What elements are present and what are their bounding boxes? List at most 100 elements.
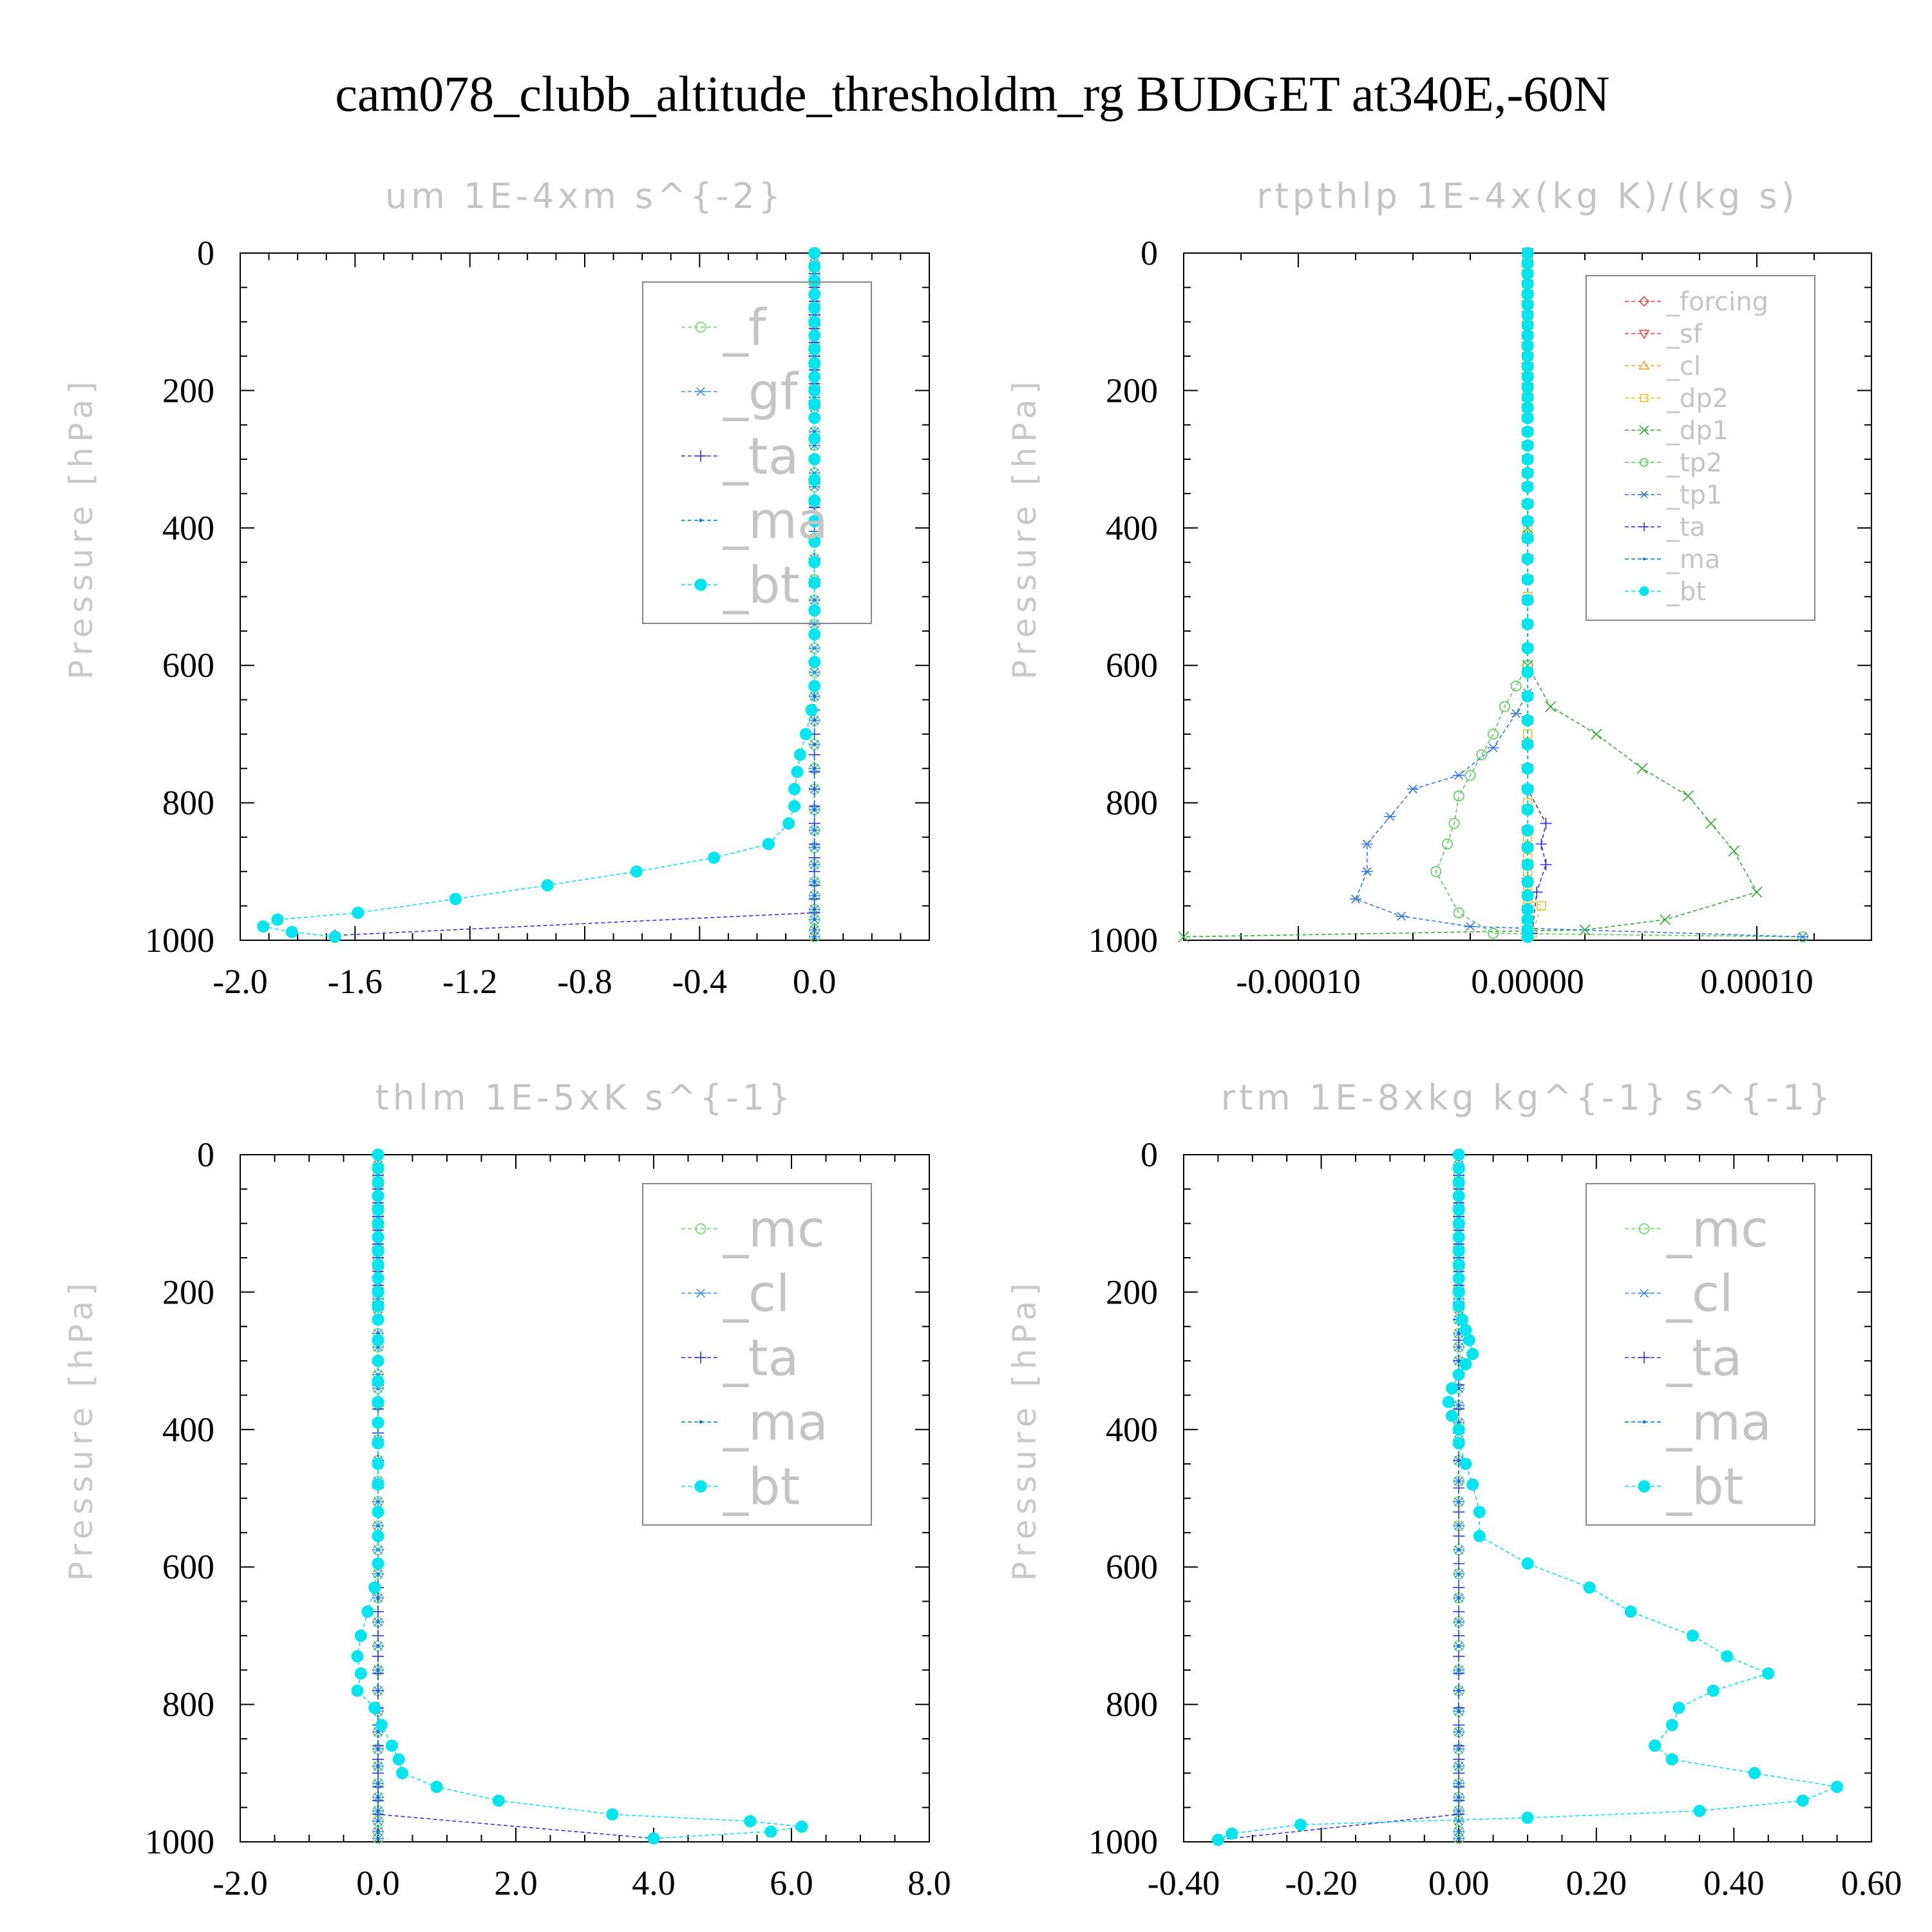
legend-item: _ma [1625, 1394, 1772, 1452]
data-point [1521, 339, 1534, 352]
data-point [799, 728, 812, 741]
data-point [376, 1524, 380, 1528]
legend-label: _f [723, 299, 767, 357]
data-point [1624, 1605, 1637, 1618]
data-point [1457, 1730, 1461, 1734]
legend-label: _dp2 [1666, 384, 1728, 413]
y-tick-label: 0 [1141, 234, 1158, 272]
data-point [376, 1747, 380, 1751]
legend-label: _ta [723, 428, 799, 486]
data-point [1459, 1358, 1472, 1370]
data-point [376, 1500, 380, 1504]
data-point [1686, 1629, 1699, 1642]
data-point [372, 1375, 384, 1388]
data-point [1459, 1323, 1472, 1336]
data-point [813, 444, 816, 447]
data-point [392, 1753, 405, 1766]
data-point [372, 1313, 384, 1326]
data-point [808, 515, 821, 527]
data-point [430, 1781, 443, 1794]
data-point [1464, 922, 1476, 931]
legend-marker [1638, 1289, 1650, 1298]
data-point [376, 1215, 380, 1218]
x-tick-label: -1.6 [328, 962, 383, 1001]
data-point [1442, 1396, 1455, 1408]
x-tick-label: 0.00 [1428, 1864, 1490, 1902]
data-point [372, 1300, 384, 1312]
data-point [361, 1605, 374, 1618]
data-point [1457, 1809, 1461, 1813]
data-point [1591, 728, 1602, 740]
legend-item: _dp2 [1625, 384, 1728, 413]
data-point [808, 343, 821, 355]
data-point [1457, 1795, 1461, 1799]
data-point [1446, 1409, 1459, 1422]
x-tick-label: -0.4 [672, 962, 727, 1001]
x-tick-label: -0.8 [557, 962, 612, 1001]
data-point [1452, 1231, 1465, 1244]
data-point [352, 906, 365, 919]
legend-item: _ta [1625, 513, 1705, 542]
data-point [1521, 841, 1534, 854]
x-tick-label: -2.0 [213, 962, 267, 1001]
data-point [1521, 889, 1534, 902]
data-point [1464, 770, 1476, 781]
y-tick-label: 800 [1106, 784, 1158, 822]
data-point [1682, 790, 1694, 802]
legend-marker [1638, 1480, 1651, 1493]
data-point [1521, 931, 1534, 943]
y-tick-label: 0 [197, 234, 214, 272]
data-point [1521, 298, 1534, 311]
legend-box [1586, 1183, 1815, 1526]
legend-label: _mc [723, 1200, 825, 1258]
legend-marker [695, 321, 706, 333]
data-point [1457, 1332, 1461, 1335]
data-point [1452, 1203, 1465, 1216]
data-point [1665, 1719, 1678, 1732]
data-point [376, 1644, 380, 1648]
data-point [1457, 1644, 1461, 1648]
legend-item: _gf [681, 363, 799, 421]
y-tick-label: 0 [197, 1135, 214, 1174]
data-point [1473, 1506, 1486, 1519]
data-point [1636, 762, 1648, 774]
data-point [376, 1689, 380, 1692]
data-point [808, 301, 821, 314]
data-point [793, 748, 806, 761]
data-point [1545, 701, 1557, 712]
data-point [385, 1739, 398, 1752]
data-point [372, 1217, 384, 1230]
chart-panel-1: um 1E-4xm s^{-2} Pressure [hPa] -2.0 -1.6 -1… [62, 176, 930, 1001]
x-tick-label: 2.0 [494, 1864, 538, 1902]
legend-item: _ma [1625, 545, 1720, 574]
data-point [1446, 1382, 1459, 1395]
data-point [1452, 1162, 1465, 1175]
legend-marker [694, 578, 707, 591]
chart-panel-4: rtm 1E-8xkg kg^{-1} s^{-1} Pressure [hPa]… [1006, 1077, 1902, 1902]
data-point [1521, 466, 1534, 479]
data-point [1521, 858, 1534, 871]
data-point [1521, 278, 1534, 290]
data-point [808, 316, 821, 328]
data-point [372, 1258, 384, 1271]
data-point [808, 288, 821, 301]
legend: _forcing_sf _cl _dp2 _dp1_tp2_tp1 _ta _ma _bt [1586, 275, 1815, 621]
y-tick-label: 200 [1106, 371, 1158, 410]
legend-label: _ma [723, 1394, 828, 1452]
data-point [372, 1272, 384, 1285]
data-point [808, 370, 821, 383]
x-tick-label: -1.2 [442, 962, 497, 1001]
legend-marker [1639, 425, 1649, 435]
data-point [1521, 480, 1534, 493]
data-point [813, 767, 816, 770]
figure-title: cam078_clubb_altitude_thresholdm_rg BUDG… [335, 66, 1609, 122]
series-bt [1521, 247, 1534, 943]
legend-item: _cl [1625, 1265, 1734, 1323]
data-point [808, 576, 821, 589]
y-tick-label: 400 [1106, 509, 1158, 547]
legend: _mc _cl _ta _ma _bt [642, 1183, 872, 1526]
y-axis-label: Pressure [hPa] [1006, 376, 1043, 679]
legend-marker [1638, 296, 1650, 307]
data-point [1457, 1837, 1461, 1840]
legend-marker [1638, 1352, 1650, 1363]
